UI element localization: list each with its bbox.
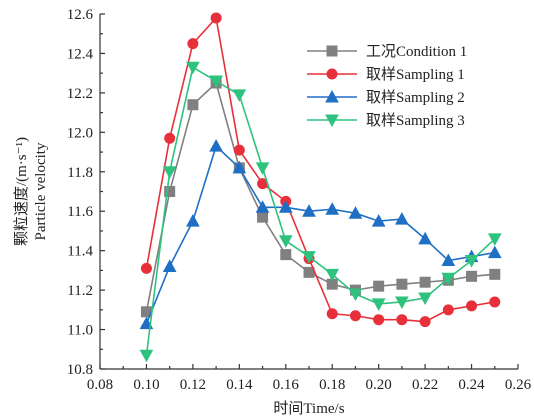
legend-label: 工况Condition 1: [366, 43, 467, 60]
data-point: [419, 276, 431, 288]
data-point: [349, 310, 361, 322]
series-line: [145, 81, 495, 312]
data-point: [396, 278, 408, 290]
y-tick-label: 12.0: [67, 125, 93, 141]
y-tick-label: 11.6: [67, 204, 93, 220]
y-axis-title: 颗粒速度/(m·s⁻¹) Particle velocity: [13, 137, 49, 246]
data-point: [187, 38, 199, 50]
legend: 工况Condition 1 取样Sampling 1 取样Sampling 2 取样S…: [307, 43, 467, 129]
y-tick-label: 12.2: [67, 86, 93, 102]
data-point: [302, 204, 316, 217]
data-point: [164, 186, 176, 197]
data-point: [186, 214, 200, 227]
x-tick-label: 0.26: [505, 377, 532, 393]
legend-item: 取样Sampling 3: [307, 112, 465, 129]
legend-marker: [325, 89, 339, 103]
data-point: [186, 61, 200, 75]
data-point: [302, 251, 316, 264]
x-tick-label: 0.20: [366, 377, 392, 393]
y-tick-label: 11.2: [67, 283, 93, 299]
data-point: [441, 272, 456, 286]
data-point: [162, 166, 177, 179]
data-point: [139, 349, 154, 363]
data-point: [348, 206, 363, 219]
data-point: [255, 200, 270, 213]
x-tick-label: 0.12: [180, 377, 206, 393]
data-point: [373, 280, 385, 292]
legend-item: 取样Sampling 2: [307, 89, 465, 106]
data-point: [464, 255, 479, 268]
x-tick-label: 0.16: [273, 377, 300, 393]
data-point: [395, 296, 409, 309]
data-point: [162, 259, 177, 272]
data-point: [278, 235, 293, 248]
legend-marker: [325, 114, 339, 128]
legend-item: 工况Condition 1: [307, 43, 467, 60]
data-point: [441, 253, 456, 267]
x-tick-label: 0.24: [458, 377, 485, 393]
data-point: [371, 214, 386, 227]
data-point: [140, 262, 152, 274]
series-layer: [139, 12, 502, 363]
data-point: [232, 160, 247, 174]
data-point: [442, 304, 454, 316]
legend-item: 取样Sampling 1: [307, 66, 465, 83]
legend-label: 取样Sampling 2: [366, 89, 465, 106]
data-point: [371, 298, 386, 311]
legend-marker: [326, 68, 338, 80]
series-2: [140, 12, 501, 328]
y-tick-label: 12.4: [67, 46, 94, 62]
data-point: [466, 300, 478, 312]
data-point: [487, 245, 502, 259]
series-4: [139, 61, 502, 363]
data-point: [396, 314, 408, 326]
series-line: [145, 65, 496, 356]
data-point: [348, 288, 363, 302]
data-point: [373, 314, 385, 326]
data-point: [210, 12, 222, 24]
data-point: [257, 211, 269, 223]
y-tick-label: 10.8: [67, 362, 93, 378]
data-point: [232, 89, 247, 102]
data-point: [164, 132, 176, 144]
legend-label: 取样Sampling 3: [366, 112, 465, 129]
series-3: [139, 139, 502, 330]
data-point: [325, 268, 340, 282]
data-point: [278, 200, 293, 213]
x-tick-label: 0.18: [319, 377, 345, 393]
data-point: [187, 99, 199, 111]
legend-marker: [326, 45, 338, 57]
series-line: [145, 16, 495, 323]
data-point: [418, 292, 432, 306]
data-point: [419, 316, 431, 328]
x-tick-label: 0.22: [412, 377, 438, 393]
data-point: [487, 233, 502, 246]
series-line: [145, 144, 495, 324]
x-tick-label: 0.14: [226, 377, 253, 393]
data-point: [326, 308, 338, 320]
data-point: [466, 270, 478, 282]
data-point: [489, 296, 501, 308]
data-point: [233, 144, 245, 156]
legend-label: 取样Sampling 1: [366, 66, 465, 83]
data-point: [418, 231, 432, 245]
data-point: [209, 139, 223, 152]
y-axis-title-chinese: 颗粒速度/(m·s⁻¹): [13, 137, 30, 246]
y-tick-label: 12.6: [67, 7, 94, 23]
x-axis-title: 时间Time/s: [273, 400, 344, 417]
x-tick-label: 0.10: [133, 377, 159, 393]
data-point: [395, 212, 409, 225]
data-point: [255, 162, 270, 175]
x-tick-label: 0.08: [87, 377, 113, 393]
data-point: [325, 202, 340, 215]
y-tick-label: 11.8: [67, 165, 93, 181]
data-point: [280, 249, 292, 261]
data-point: [209, 75, 223, 89]
y-tick-label: 11.4: [67, 244, 93, 260]
y-axis-title-english: Particle velocity: [33, 142, 49, 240]
data-point: [489, 268, 501, 280]
axes: 10.8 11.0 11.2 11.4 11.6 11.8 12.0 12.2 12.4 12.6…: [67, 7, 532, 393]
y-tick-label: 11.0: [67, 323, 93, 339]
